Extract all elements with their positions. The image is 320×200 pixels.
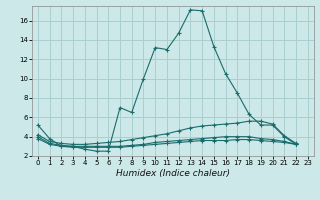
- X-axis label: Humidex (Indice chaleur): Humidex (Indice chaleur): [116, 169, 230, 178]
